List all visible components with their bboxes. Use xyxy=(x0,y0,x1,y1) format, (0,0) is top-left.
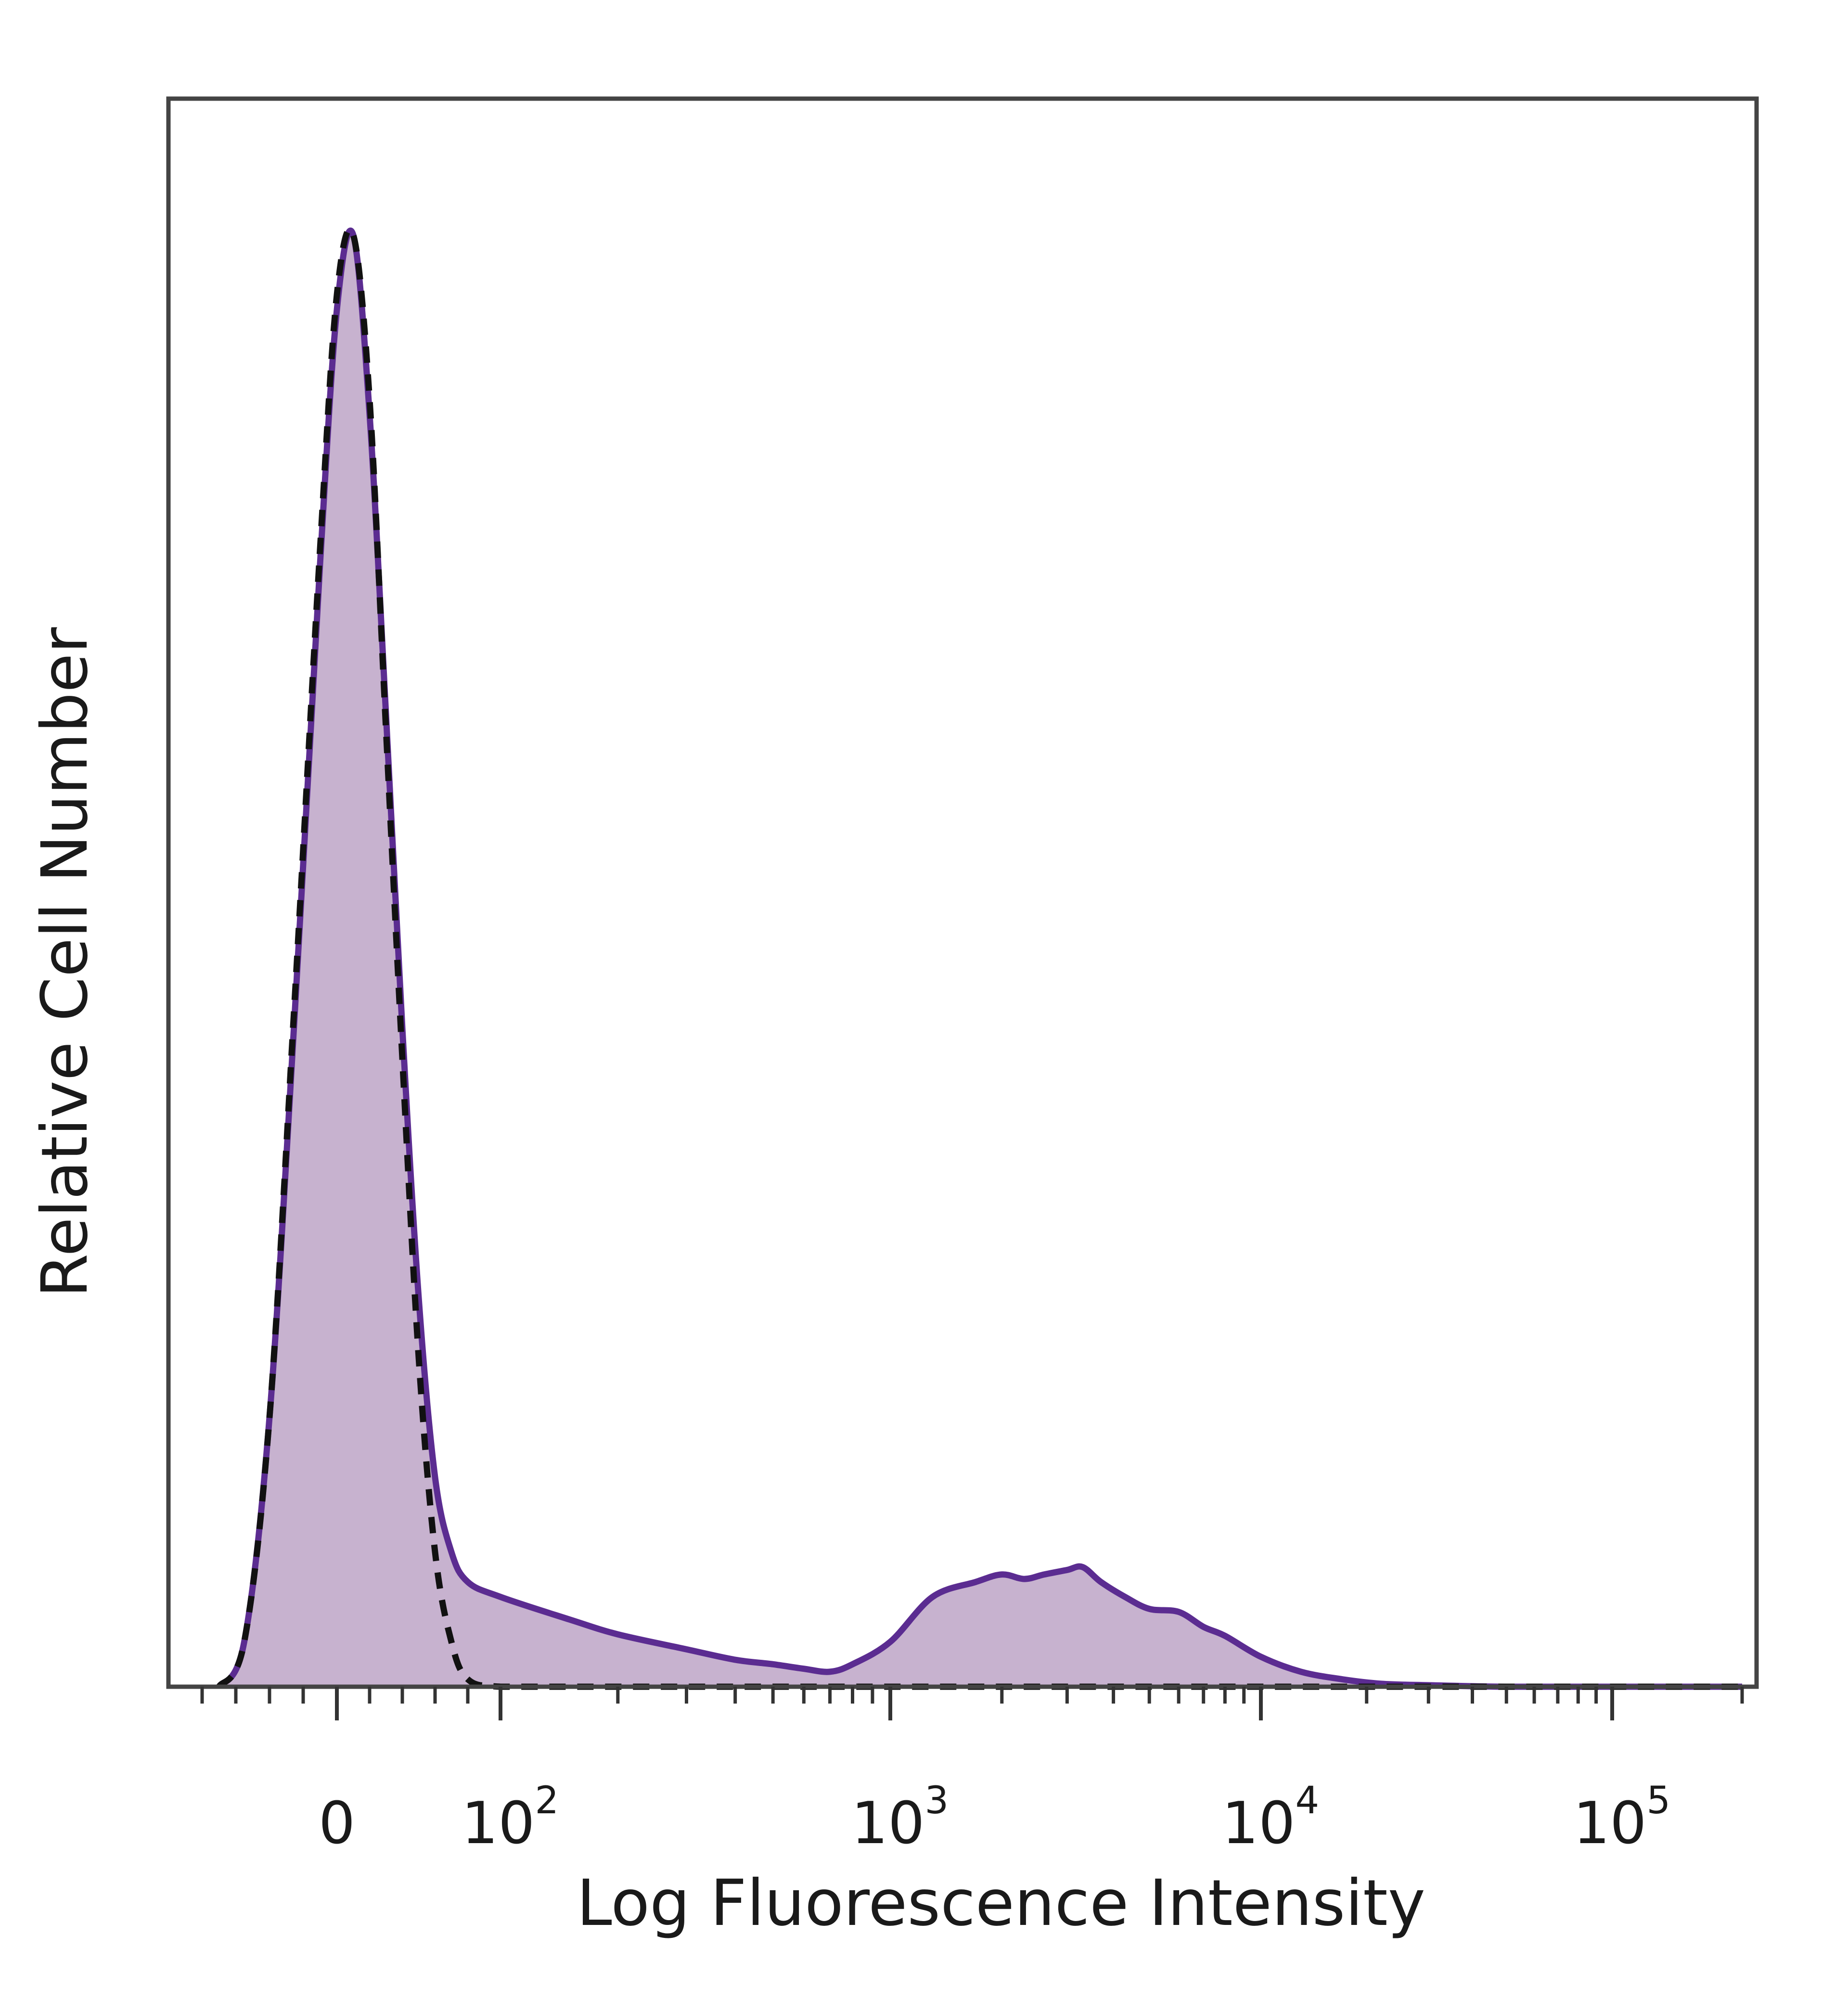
y-axis-label: Relative Cell Number xyxy=(28,627,102,1298)
x-tick-label: 105 xyxy=(1573,1779,1670,1857)
x-tick-label: 103 xyxy=(851,1779,949,1857)
x-axis-label: Log Fluorescence Intensity xyxy=(577,1866,1425,1940)
stained-histogram-line xyxy=(216,227,1742,1690)
plot-frame xyxy=(166,96,1759,1689)
x-major-ticks xyxy=(335,1687,1614,1720)
x-tick-labels: 0 102 103 104 105 xyxy=(319,1779,1670,1857)
x-minor-ticks xyxy=(200,1687,1744,1704)
plot-area xyxy=(216,226,1742,1690)
stained-histogram-fill xyxy=(219,231,1742,1687)
x-tick-label: 102 xyxy=(462,1779,559,1857)
control-histogram-line xyxy=(216,226,1742,1690)
x-tick-label: 0 xyxy=(319,1790,355,1857)
x-tick-label: 104 xyxy=(1222,1779,1319,1857)
